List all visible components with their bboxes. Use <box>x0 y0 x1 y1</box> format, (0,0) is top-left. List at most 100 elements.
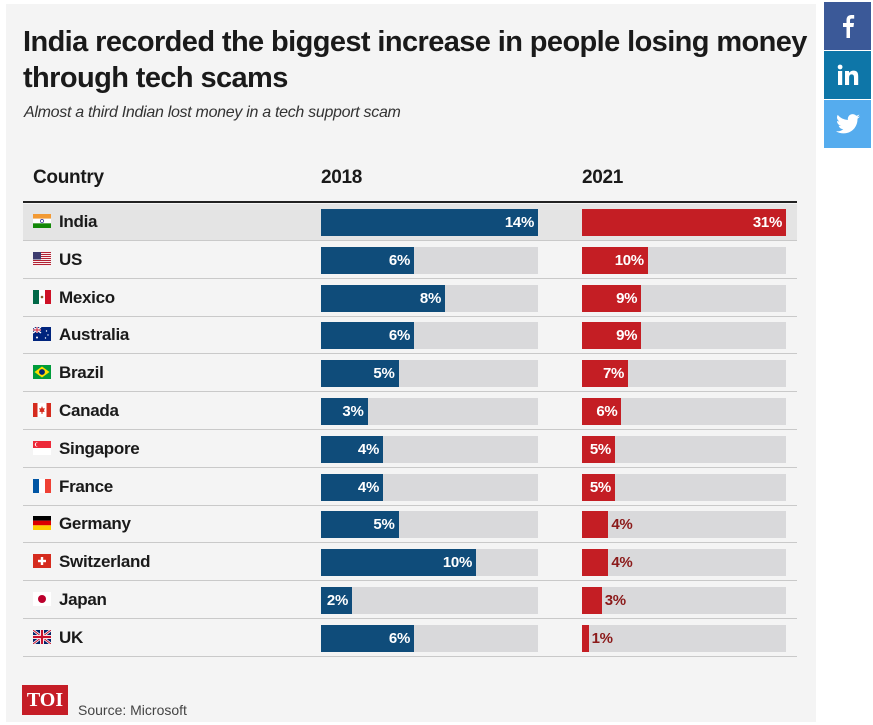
bar-track-2021: 10% <box>582 246 786 274</box>
table-row: Australia 6% 9% <box>23 317 797 355</box>
flag-india-icon <box>33 214 51 228</box>
table-row: Brazil 5% 7% <box>23 355 797 393</box>
bar-2021 <box>582 322 642 350</box>
chart-subtitle: Almost a third Indian lost money in a te… <box>24 104 401 121</box>
bar-label-2021: 9% <box>616 327 638 345</box>
flag-germany-icon <box>33 516 51 531</box>
bar-label-2021: 4% <box>611 516 633 534</box>
table-row: UK 6% 1% <box>23 620 797 657</box>
bar-2018 <box>321 398 368 425</box>
table-row: Singapore 4% 5% <box>23 431 797 468</box>
flag-france-icon <box>33 478 51 493</box>
bar-label-2018: 2% <box>326 592 348 609</box>
table-row: India 14% 31% <box>23 204 797 241</box>
flag-singapore-icon <box>33 440 51 455</box>
bar-track-2018: 8% <box>321 284 538 312</box>
country-name: Canada <box>59 401 119 420</box>
bar-track-2021: 7% <box>582 360 786 388</box>
bar-track-2018: 6% <box>321 624 538 652</box>
table-row: Switzerland 10% 4% <box>23 544 797 582</box>
bar-2018 <box>321 209 538 236</box>
bar-track-2021: 3% <box>582 587 786 614</box>
country-name: US <box>59 249 83 269</box>
bar-label-2018: 5% <box>373 365 395 383</box>
bar-label-2018: 6% <box>388 251 410 269</box>
bar-label-2021: 10% <box>614 251 644 269</box>
bar-label-2018: 6% <box>388 629 410 647</box>
bar-2018 <box>321 624 414 652</box>
bar-label-2021: 5% <box>589 478 611 496</box>
flag-japan-icon <box>33 592 51 606</box>
bar-track-2021: 6% <box>582 398 786 425</box>
bar-track-2018: 4% <box>321 473 538 501</box>
country-name: Singapore <box>59 438 140 458</box>
bar-2021 <box>582 284 642 312</box>
bar-track-2021: 4% <box>582 511 786 539</box>
country-name: UK <box>59 627 83 647</box>
bar-label-2021: 1% <box>591 629 613 647</box>
bar-2021 <box>582 587 602 614</box>
bar-2021 <box>582 473 615 501</box>
bar-track-2018: 2% <box>321 587 538 614</box>
table-row: Japan 2% 3% <box>23 582 797 619</box>
bar-2021 <box>582 511 609 539</box>
linkedin-icon <box>837 64 859 86</box>
bar-2018 <box>321 473 383 501</box>
twitter-share-button[interactable] <box>824 100 871 148</box>
header-2018: 2018 <box>321 167 363 188</box>
header-country: Country <box>33 167 104 188</box>
bar-track-2018: 10% <box>321 549 538 577</box>
bar-2018 <box>321 511 399 539</box>
bar-track-2021: 9% <box>582 284 786 312</box>
bar-track-2018: 4% <box>321 435 538 463</box>
header-divider <box>23 201 797 203</box>
bar-2018 <box>321 284 445 312</box>
bar-2021 <box>582 624 589 652</box>
bar-track-2021: 1% <box>582 624 786 652</box>
country-name: Australia <box>59 325 130 345</box>
bar-track-2021: 4% <box>582 549 786 577</box>
bar-label-2018: 3% <box>342 403 364 420</box>
flag-canada-icon <box>33 403 51 417</box>
linkedin-share-button[interactable] <box>824 51 871 99</box>
bar-track-2021: 5% <box>582 473 786 501</box>
table-row: US 6% 10% <box>23 242 797 279</box>
bar-label-2018: 6% <box>388 327 410 345</box>
bar-label-2018: 4% <box>357 478 379 496</box>
country-name: Germany <box>59 514 131 534</box>
bar-track-2021: 31% <box>582 209 786 236</box>
bar-2021 <box>582 549 609 577</box>
facebook-icon <box>841 14 855 38</box>
bar-2018 <box>321 246 414 274</box>
flag-australia-icon <box>33 327 51 342</box>
facebook-share-button[interactable] <box>824 2 871 50</box>
bar-track-2018: 14% <box>321 209 538 236</box>
bar-2021 <box>582 360 629 388</box>
bar-track-2018: 5% <box>321 511 538 539</box>
bar-2021 <box>582 398 622 425</box>
bar-track-2018: 6% <box>321 246 538 274</box>
bar-2021 <box>582 435 615 463</box>
table-row: France 4% 5% <box>23 469 797 506</box>
flag-mexico-icon <box>33 289 51 304</box>
country-name: France <box>59 476 113 496</box>
flag-switzerland-icon <box>33 554 51 569</box>
bar-label-2021: 31% <box>752 214 782 231</box>
bar-label-2021: 9% <box>616 289 638 307</box>
bar-label-2018: 4% <box>357 440 379 458</box>
bar-track-2018: 6% <box>321 322 538 350</box>
bar-2021 <box>582 246 648 274</box>
country-name: Brazil <box>59 363 104 383</box>
toi-logo: TOI <box>22 685 68 715</box>
bar-track-2018: 3% <box>321 398 538 425</box>
flag-uk-icon <box>33 629 51 644</box>
bar-label-2021: 5% <box>589 440 611 458</box>
table-row: Canada 3% 6% <box>23 393 797 430</box>
bar-2018 <box>321 549 476 577</box>
country-name: Mexico <box>59 287 115 307</box>
header-2021: 2021 <box>582 167 624 188</box>
bar-label-2018: 8% <box>419 289 441 307</box>
bar-label-2018: 10% <box>442 554 472 572</box>
bar-2018 <box>321 435 383 463</box>
bar-track-2021: 9% <box>582 322 786 350</box>
